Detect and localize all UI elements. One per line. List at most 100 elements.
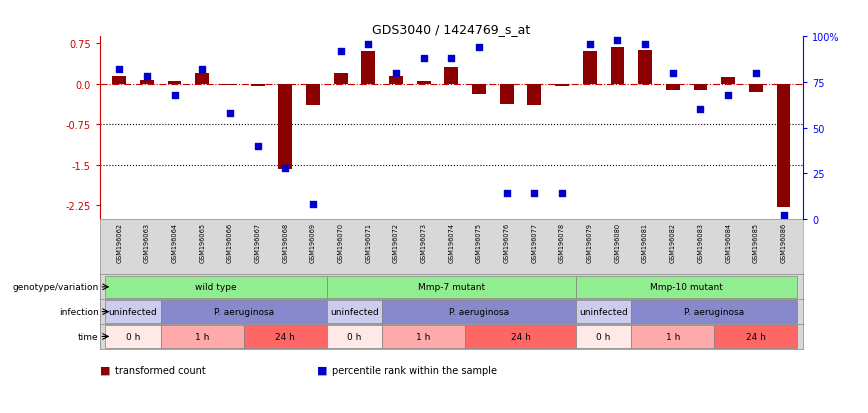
Bar bbox=[631, 325, 714, 348]
Point bbox=[361, 41, 375, 48]
Bar bbox=[528, 84, 542, 106]
Bar bbox=[251, 84, 265, 87]
Title: GDS3040 / 1424769_s_at: GDS3040 / 1424769_s_at bbox=[372, 23, 530, 36]
Text: uninfected: uninfected bbox=[108, 307, 157, 316]
Text: Mmp-7 mutant: Mmp-7 mutant bbox=[418, 282, 485, 292]
Bar bbox=[465, 325, 576, 348]
Text: 1 h: 1 h bbox=[417, 332, 431, 341]
Bar bbox=[556, 84, 569, 87]
Text: GSM196081: GSM196081 bbox=[642, 222, 648, 262]
Text: GSM196064: GSM196064 bbox=[172, 222, 178, 262]
Text: 24 h: 24 h bbox=[746, 332, 766, 341]
Bar bbox=[333, 74, 347, 84]
Text: 24 h: 24 h bbox=[510, 332, 530, 341]
Point bbox=[168, 92, 181, 99]
Text: percentile rank within the sample: percentile rank within the sample bbox=[332, 365, 497, 375]
Point bbox=[279, 165, 293, 172]
Text: GSM196082: GSM196082 bbox=[670, 222, 676, 262]
Bar bbox=[576, 276, 798, 298]
Point bbox=[306, 202, 320, 208]
Bar bbox=[326, 301, 382, 323]
Text: wild type: wild type bbox=[195, 282, 237, 292]
Bar bbox=[326, 325, 382, 348]
Point bbox=[500, 191, 514, 197]
Text: GSM196062: GSM196062 bbox=[116, 222, 122, 262]
Bar bbox=[721, 78, 735, 84]
Point bbox=[582, 41, 596, 48]
Bar bbox=[105, 301, 161, 323]
Text: GSM196072: GSM196072 bbox=[393, 222, 399, 262]
Bar bbox=[195, 74, 209, 84]
Bar bbox=[576, 325, 631, 348]
Text: GSM196070: GSM196070 bbox=[338, 222, 344, 262]
Text: GSM196066: GSM196066 bbox=[227, 222, 233, 262]
Bar bbox=[749, 84, 763, 93]
Text: GSM196077: GSM196077 bbox=[531, 222, 537, 262]
Text: GSM196071: GSM196071 bbox=[365, 222, 372, 262]
Point bbox=[195, 66, 209, 73]
Text: GSM196073: GSM196073 bbox=[421, 222, 427, 262]
Text: GSM196065: GSM196065 bbox=[200, 222, 205, 262]
Text: 0 h: 0 h bbox=[596, 332, 611, 341]
Text: GSM196069: GSM196069 bbox=[310, 222, 316, 262]
Point bbox=[666, 70, 680, 77]
Text: infection: infection bbox=[59, 307, 98, 316]
Point bbox=[638, 41, 652, 48]
Text: GSM196075: GSM196075 bbox=[476, 222, 482, 262]
Bar bbox=[777, 84, 791, 208]
Point bbox=[694, 107, 707, 114]
Bar bbox=[326, 276, 576, 298]
Bar bbox=[389, 77, 403, 84]
Text: GSM196078: GSM196078 bbox=[559, 222, 565, 262]
Text: uninfected: uninfected bbox=[579, 307, 628, 316]
Text: 0 h: 0 h bbox=[347, 332, 362, 341]
Text: GSM196079: GSM196079 bbox=[587, 222, 593, 262]
Point bbox=[721, 92, 735, 99]
Bar bbox=[631, 301, 798, 323]
Bar bbox=[382, 325, 465, 348]
Text: transformed count: transformed count bbox=[115, 365, 207, 375]
Bar bbox=[361, 52, 375, 84]
Text: GSM196083: GSM196083 bbox=[698, 222, 703, 262]
Bar bbox=[500, 84, 514, 105]
Point bbox=[333, 48, 347, 55]
Bar bbox=[161, 325, 244, 348]
Text: GSM196080: GSM196080 bbox=[615, 222, 621, 262]
Text: 1 h: 1 h bbox=[195, 332, 209, 341]
Text: GSM196063: GSM196063 bbox=[144, 222, 150, 262]
Bar bbox=[112, 76, 126, 84]
Bar bbox=[444, 68, 458, 84]
Point bbox=[610, 38, 624, 44]
Point bbox=[251, 143, 265, 150]
Bar bbox=[666, 84, 680, 91]
Text: GSM196085: GSM196085 bbox=[753, 222, 759, 262]
Text: uninfected: uninfected bbox=[330, 307, 378, 316]
Text: 24 h: 24 h bbox=[275, 332, 295, 341]
Bar bbox=[279, 84, 293, 170]
Bar bbox=[105, 325, 161, 348]
Bar bbox=[140, 81, 154, 84]
Bar bbox=[694, 84, 707, 91]
Bar bbox=[244, 325, 326, 348]
Text: P. aeruginosa: P. aeruginosa bbox=[449, 307, 510, 316]
Bar bbox=[223, 84, 237, 86]
Bar bbox=[610, 47, 624, 84]
Bar bbox=[714, 325, 798, 348]
Point bbox=[777, 213, 791, 219]
Text: P. aeruginosa: P. aeruginosa bbox=[684, 307, 745, 316]
Bar bbox=[306, 84, 320, 106]
Point bbox=[749, 70, 763, 77]
Point bbox=[223, 110, 237, 117]
Point bbox=[389, 70, 403, 77]
Bar bbox=[382, 301, 576, 323]
Text: ■: ■ bbox=[100, 365, 110, 375]
Text: GSM196086: GSM196086 bbox=[780, 222, 786, 262]
Point bbox=[556, 191, 569, 197]
Text: P. aeruginosa: P. aeruginosa bbox=[214, 307, 273, 316]
Text: ■: ■ bbox=[317, 365, 327, 375]
Text: GSM196084: GSM196084 bbox=[725, 222, 731, 262]
Point bbox=[417, 56, 431, 62]
Text: GSM196074: GSM196074 bbox=[449, 222, 454, 262]
Text: Mmp-10 mutant: Mmp-10 mutant bbox=[650, 282, 723, 292]
Bar bbox=[638, 51, 652, 84]
